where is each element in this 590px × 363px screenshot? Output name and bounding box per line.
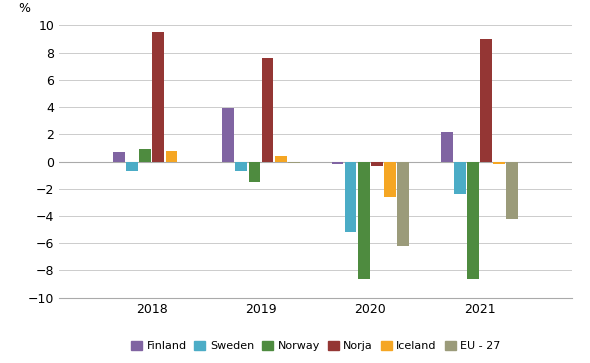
Text: %: % — [18, 1, 30, 15]
Bar — [113, 152, 125, 162]
Bar — [332, 162, 343, 164]
Bar — [262, 58, 274, 162]
Bar — [384, 162, 396, 197]
Bar — [454, 162, 466, 194]
Bar — [371, 162, 383, 166]
Bar — [248, 162, 260, 182]
Bar — [126, 162, 138, 171]
Legend: Finland, Sweden, Norway, Norja, Iceland, EU - 27: Finland, Sweden, Norway, Norja, Iceland,… — [129, 339, 503, 354]
Bar — [166, 151, 178, 162]
Bar — [288, 162, 300, 163]
Bar — [345, 162, 356, 232]
Bar — [139, 149, 151, 162]
Bar — [480, 39, 492, 162]
Bar — [467, 162, 479, 278]
Bar — [235, 162, 247, 171]
Bar — [222, 109, 234, 162]
Bar — [275, 156, 287, 162]
Bar — [397, 162, 409, 246]
Bar — [358, 162, 369, 278]
Bar — [441, 131, 453, 162]
Bar — [506, 162, 518, 219]
Bar — [152, 32, 164, 162]
Bar — [493, 162, 505, 164]
